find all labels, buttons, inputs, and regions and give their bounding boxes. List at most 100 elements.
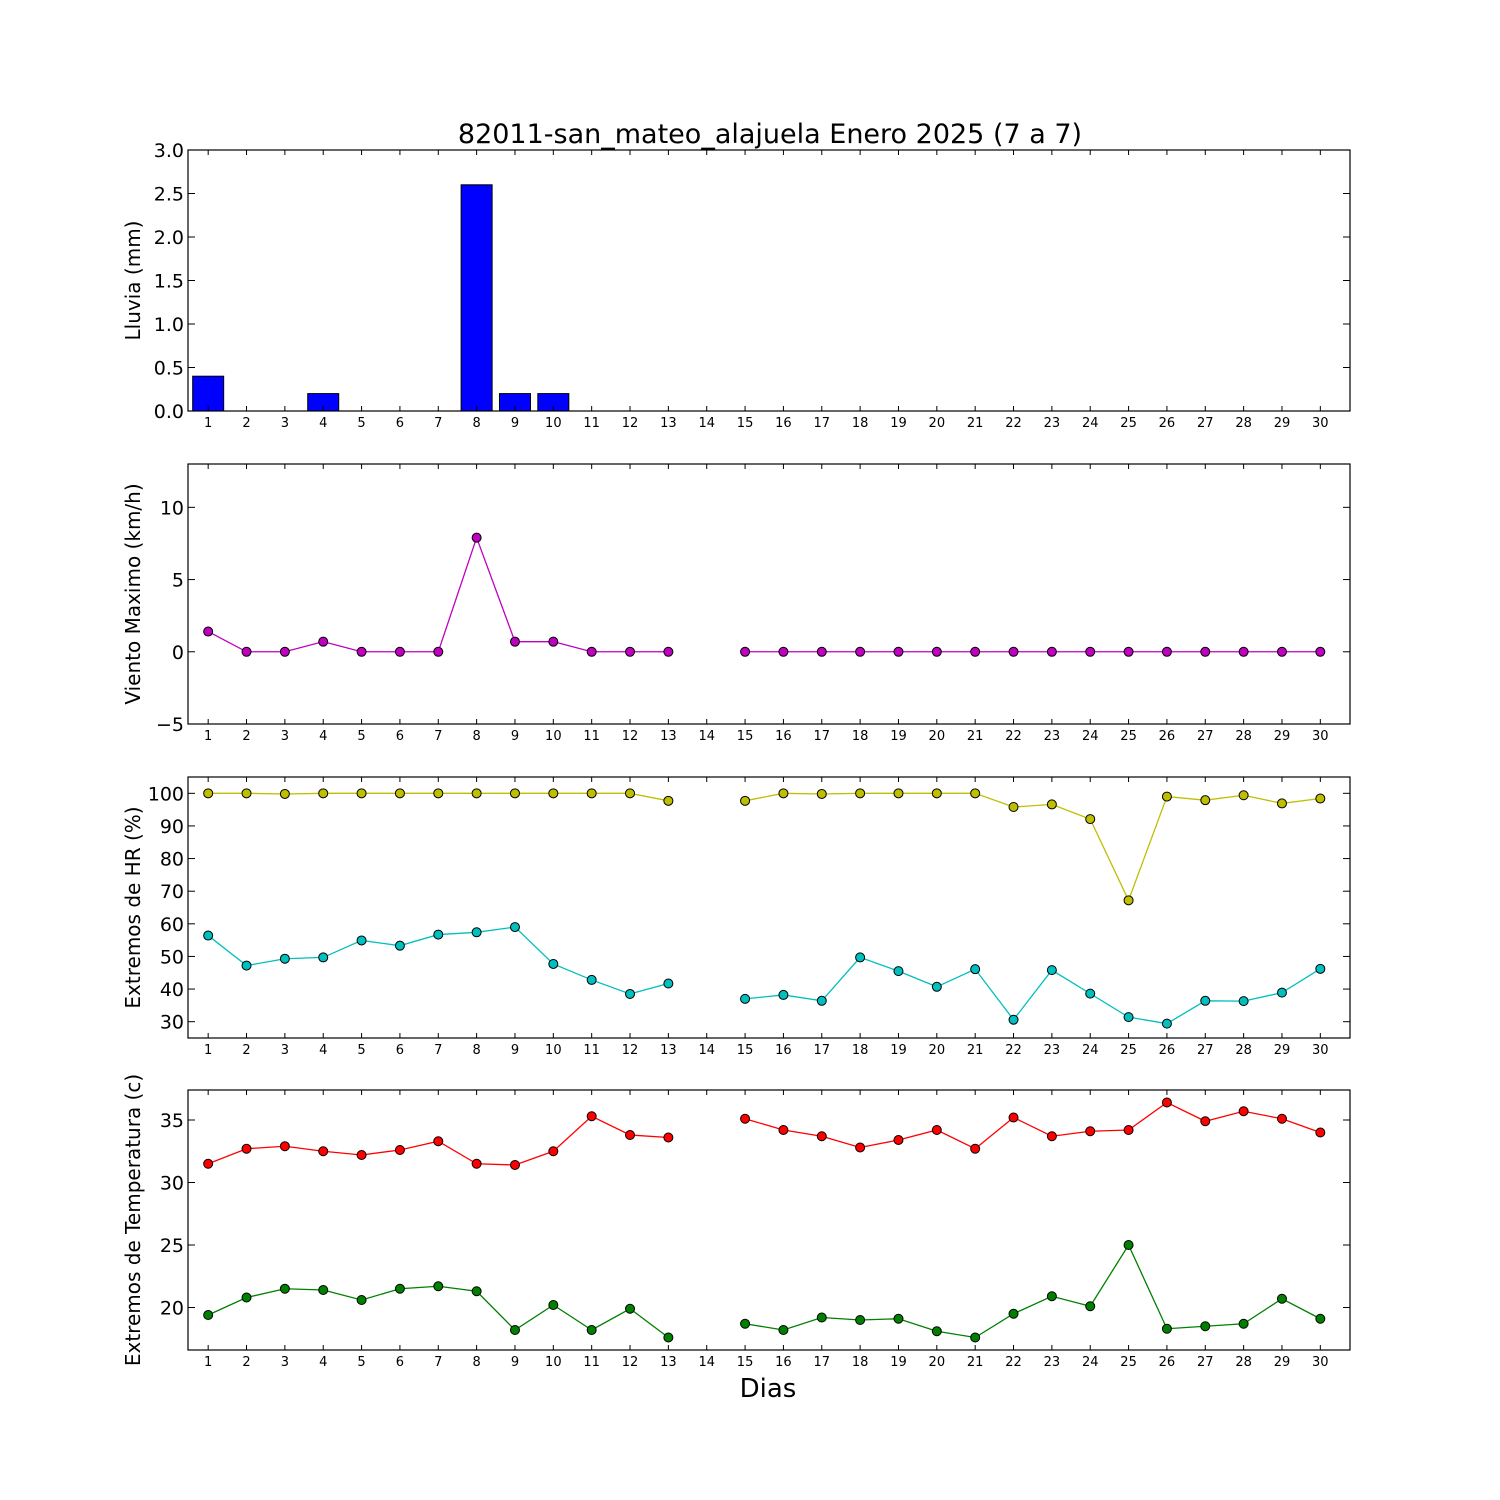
point-humidity-1-day-28 [1238, 996, 1249, 1007]
x-tick-label: 9 [511, 416, 519, 431]
panel-wind: 1 2 3 4 5 6 7 8 9 10 11 12 13 14 15 16 17 18 19 20 21 22 23 24 2… [121, 463, 1351, 744]
x-tick-label: 13 [660, 729, 677, 744]
x-tick-label: 13 [660, 1355, 677, 1370]
point-humidity-1-day-9 [509, 922, 520, 933]
x-tick-label: 6 [396, 416, 404, 431]
point-humidity-1-day-26 [1161, 1018, 1172, 1029]
point-temperature-1-day-15 [740, 1318, 751, 1329]
y-tick-label: 40 [160, 979, 184, 1001]
x-tick-label: 26 [1159, 729, 1176, 744]
point-temperature-1-day-8 [471, 1286, 482, 1297]
x-tick-label: 2 [242, 416, 250, 431]
point-humidity-0-day-19 [893, 788, 904, 799]
plot-frame-humidity [187, 776, 1351, 1039]
point-wind-0-day-8 [471, 532, 482, 543]
point-temperature-0-day-29 [1276, 1113, 1287, 1124]
x-tick-label: 14 [698, 1043, 715, 1058]
point-wind-0-day-19 [893, 646, 904, 657]
x-tick-label: 9 [511, 1043, 519, 1058]
x-tick-label: 21 [967, 729, 984, 744]
x-tick-label: 20 [929, 1043, 946, 1058]
point-temperature-0-day-27 [1200, 1116, 1211, 1127]
x-tick-label: 11 [583, 416, 600, 431]
point-wind-0-day-1 [203, 626, 214, 637]
point-humidity-1-day-29 [1276, 987, 1287, 998]
x-tick-label: 17 [813, 729, 830, 744]
x-tick-label: 21 [967, 1355, 984, 1370]
x-tick-label: 28 [1235, 416, 1252, 431]
y-tick-label: 60 [160, 914, 184, 936]
x-tick-label: 25 [1120, 1043, 1137, 1058]
point-humidity-0-day-5 [356, 788, 367, 799]
x-tick-label: 18 [852, 729, 869, 744]
panel-temperature: 1 2 3 4 5 6 7 8 9 10 11 12 13 14 15 16 17 18 19 20 21 22 23 24 2… [121, 1074, 1351, 1370]
point-humidity-0-day-3 [279, 788, 290, 799]
point-temperature-0-day-25 [1123, 1125, 1134, 1135]
x-tick-label: 1 [204, 1043, 212, 1058]
point-humidity-0-day-4 [318, 788, 329, 799]
point-temperature-1-day-17 [816, 1312, 827, 1323]
x-tick-label: 23 [1044, 729, 1061, 744]
point-temperature-1-day-24 [1085, 1301, 1096, 1312]
point-temperature-1-day-18 [855, 1315, 866, 1325]
point-wind-0-day-6 [394, 646, 405, 657]
x-tick-label: 12 [622, 729, 639, 744]
x-tick-label: 30 [1312, 1043, 1329, 1058]
point-temperature-1-day-3 [279, 1283, 290, 1294]
point-temperature-1-day-4 [318, 1285, 329, 1295]
y-tick-label: 35 [160, 1110, 184, 1132]
point-temperature-1-day-27 [1200, 1321, 1211, 1332]
point-humidity-0-day-23 [1046, 799, 1057, 810]
x-axis-label: Dias [740, 1374, 797, 1404]
x-tick-label: 15 [737, 1043, 754, 1058]
series-line-temperature-0 [744, 1101, 1321, 1150]
point-temperature-0-day-16 [778, 1125, 789, 1135]
y-tick-label: 0 [172, 642, 184, 664]
x-tick-label: 16 [775, 1355, 792, 1370]
point-humidity-1-day-23 [1046, 965, 1057, 976]
y-axis-label-wind: Viento Maximo (km/h) [121, 483, 145, 704]
point-temperature-0-day-1 [203, 1158, 214, 1169]
point-temperature-1-day-23 [1046, 1291, 1057, 1302]
x-tick-label: 28 [1235, 729, 1252, 744]
x-tick-label: 3 [281, 416, 289, 431]
x-tick-label: 27 [1197, 729, 1214, 744]
series-line-wind-0 [207, 535, 669, 653]
point-temperature-0-day-10 [548, 1146, 559, 1157]
x-tick-label: 19 [890, 1043, 907, 1058]
y-axis-label-rain: Lluvia (mm) [121, 221, 145, 341]
x-tick-label: 10 [545, 416, 562, 431]
point-humidity-0-day-2 [241, 788, 252, 799]
panel-rain: 1 2 3 4 5 6 7 8 9 10 11 12 13 14 15 16 17 18 19 20 21 22 23 24 2… [121, 140, 1351, 431]
x-tick-label: 25 [1120, 729, 1137, 744]
point-wind-0-day-24 [1085, 646, 1096, 657]
point-wind-0-day-12 [625, 646, 636, 657]
point-humidity-0-day-7 [433, 788, 444, 799]
x-tick-label: 12 [622, 1355, 639, 1370]
point-temperature-0-day-13 [663, 1132, 674, 1143]
point-humidity-0-day-16 [778, 788, 789, 799]
x-tick-label: 7 [434, 1355, 442, 1370]
point-temperature-0-day-4 [318, 1146, 329, 1157]
x-tick-label: 8 [472, 1043, 480, 1058]
point-temperature-1-day-30 [1315, 1313, 1326, 1324]
x-tick-label: 29 [1274, 729, 1291, 744]
x-tick-label: 5 [357, 416, 365, 431]
point-wind-0-day-7 [433, 646, 444, 657]
x-tick-label: 11 [583, 1043, 600, 1058]
point-humidity-1-day-21 [970, 964, 981, 975]
x-tick-label: 26 [1159, 1043, 1176, 1058]
figure-title: 82011-san_mateo_alajuela Enero 2025 (7 a… [458, 119, 1082, 150]
x-tick-label: 30 [1312, 729, 1329, 744]
y-tick-label: 50 [160, 946, 184, 968]
y-tick-label: 3.0 [154, 140, 184, 162]
point-temperature-0-day-11 [586, 1111, 597, 1122]
x-tick-label: 26 [1159, 1355, 1176, 1370]
point-temperature-0-day-5 [356, 1150, 367, 1160]
point-humidity-1-day-13 [663, 978, 674, 989]
x-tick-label: 8 [472, 729, 480, 744]
point-humidity-1-day-4 [318, 952, 329, 963]
x-tick-label: 11 [583, 729, 600, 744]
x-tick-label: 1 [204, 1355, 212, 1370]
point-temperature-0-day-17 [816, 1131, 827, 1142]
